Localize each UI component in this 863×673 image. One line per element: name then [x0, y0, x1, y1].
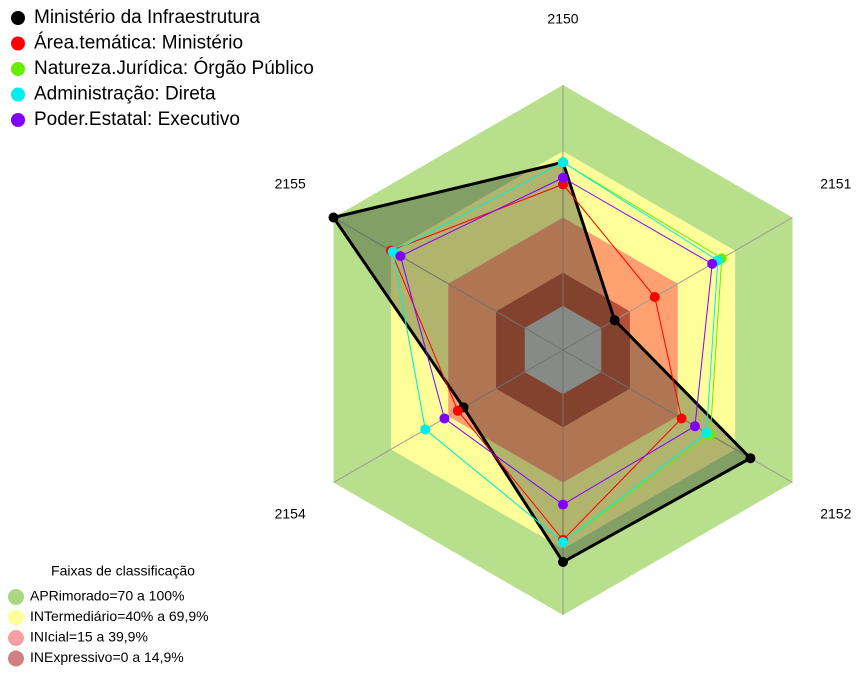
- series-point: [558, 499, 568, 510]
- category-label: 2154: [275, 506, 306, 522]
- spoke: [562, 217, 793, 351]
- legend-marker: [11, 62, 25, 76]
- series-point: [689, 421, 700, 432]
- legend-label: Poder.Estatal: Executivo: [34, 109, 240, 130]
- series-point: [707, 258, 718, 269]
- series-point: [558, 157, 568, 168]
- category-label: 2151: [820, 176, 851, 192]
- series-point: [701, 427, 712, 438]
- category-label: 2150: [547, 11, 578, 27]
- legend-marker: [11, 113, 25, 127]
- series-point: [676, 413, 687, 424]
- band-legend-marker: [8, 609, 24, 626]
- band-legend-label: INIcial=15 a 39,9%: [30, 629, 148, 645]
- band-legend-title: Faixas de classificação: [51, 563, 195, 579]
- legend-marker: [11, 36, 25, 51]
- band-legend-label: APRimorado=70 a 100%: [30, 588, 185, 604]
- series-point: [452, 405, 463, 416]
- series-point: [328, 212, 339, 223]
- category-label: 2155: [275, 176, 306, 192]
- series-point: [558, 172, 568, 183]
- series-point: [395, 251, 406, 262]
- legend-label: Natureza.Jurídica: Órgão Público: [34, 57, 314, 79]
- band-legend-label: INExpressivo=0 a 14,9%: [30, 649, 184, 665]
- series-point: [387, 246, 398, 257]
- series-point: [558, 537, 568, 548]
- series-point: [649, 292, 660, 302]
- band-legend-marker: [8, 650, 24, 667]
- legend-label: Área.temática: Ministério: [34, 33, 243, 54]
- band-legend-marker: [8, 630, 24, 646]
- spoke: [333, 217, 564, 351]
- legend-label: Administração: Direta: [34, 84, 216, 105]
- band-legend-label: INTermediário=40% a 69,9%: [30, 608, 209, 624]
- series-point: [745, 453, 756, 464]
- legend-marker: [11, 11, 25, 25]
- legend-marker: [11, 87, 25, 102]
- legend-label: Ministério da Infraestrutura: [34, 7, 260, 28]
- category-label: 2153: [547, 671, 578, 673]
- category-label: 2152: [820, 506, 851, 522]
- series-point: [558, 557, 568, 567]
- series-point: [420, 424, 431, 435]
- series-point: [439, 413, 450, 424]
- series-point: [609, 315, 620, 326]
- band-legend-marker: [8, 589, 24, 605]
